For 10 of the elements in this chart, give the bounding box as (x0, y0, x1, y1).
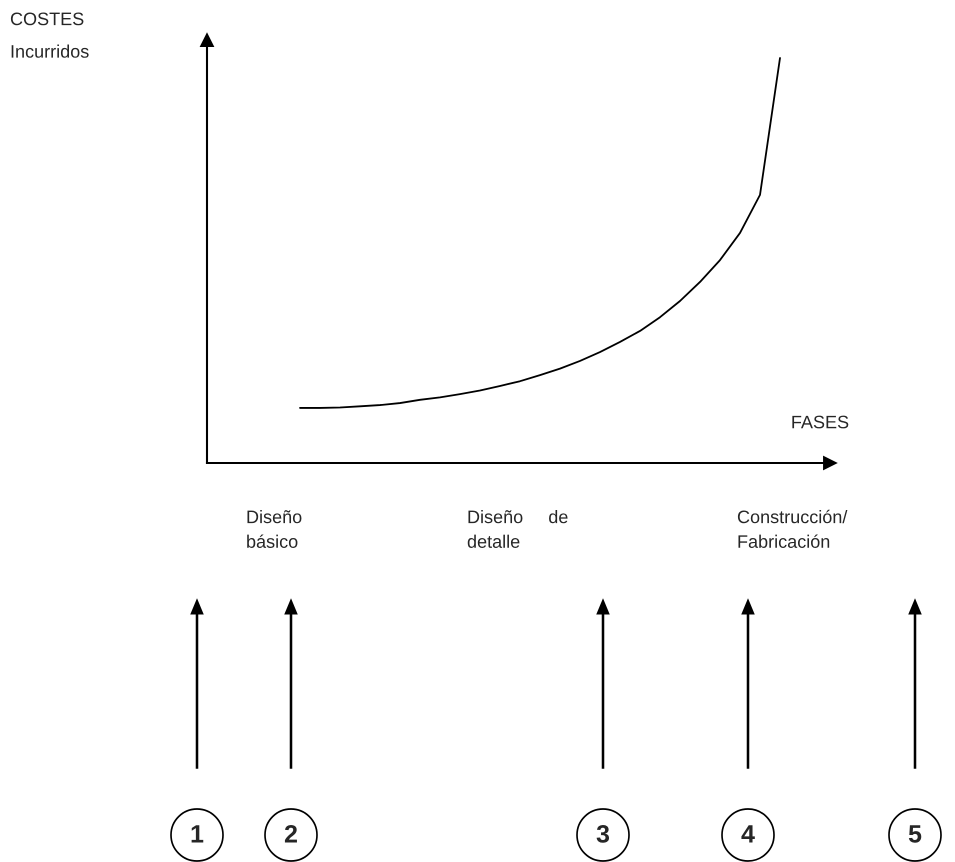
text: 1 (192, 825, 204, 842)
text: 3 (596, 825, 610, 843)
text: Construcción/ Fabricación (738, 510, 848, 548)
text: Diseño de detalle (468, 510, 568, 548)
x-axis-title: FASES (792, 416, 848, 428)
text: COSTES Incurridos (10, 12, 89, 58)
text: Diseño básico (247, 510, 302, 548)
text: 5 (908, 825, 922, 843)
text: 4 (741, 825, 755, 842)
text: 2 (284, 825, 297, 842)
